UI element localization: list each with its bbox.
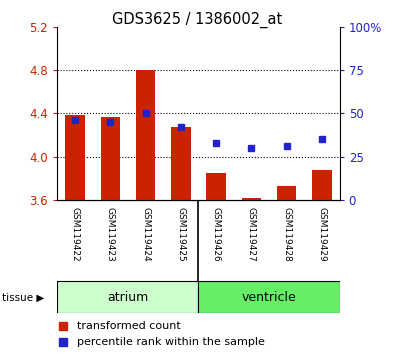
Text: GSM119428: GSM119428 [282, 206, 291, 261]
Text: tissue ▶: tissue ▶ [2, 292, 44, 302]
Text: GSM119424: GSM119424 [141, 206, 150, 261]
Text: GSM119425: GSM119425 [176, 206, 185, 261]
Bar [277, 186, 297, 200]
Text: GSM119426: GSM119426 [212, 206, 221, 261]
Text: GSM119423: GSM119423 [106, 206, 115, 261]
Text: transformed count: transformed count [77, 321, 181, 331]
Bar [207, 173, 226, 200]
Text: GSM119422: GSM119422 [70, 206, 79, 261]
Text: GDS3625 / 1386002_at: GDS3625 / 1386002_at [112, 11, 283, 28]
Bar [65, 115, 85, 200]
Text: percentile rank within the sample: percentile rank within the sample [77, 337, 265, 347]
Bar [57, 281, 199, 313]
Bar [100, 116, 120, 200]
Text: atrium: atrium [107, 291, 149, 304]
Bar [242, 198, 261, 200]
Bar [171, 127, 190, 200]
Text: GSM119427: GSM119427 [247, 206, 256, 261]
Bar [312, 170, 332, 200]
Bar [199, 281, 340, 313]
Bar [136, 70, 155, 200]
Text: GSM119429: GSM119429 [318, 206, 327, 261]
Text: ventricle: ventricle [242, 291, 297, 304]
